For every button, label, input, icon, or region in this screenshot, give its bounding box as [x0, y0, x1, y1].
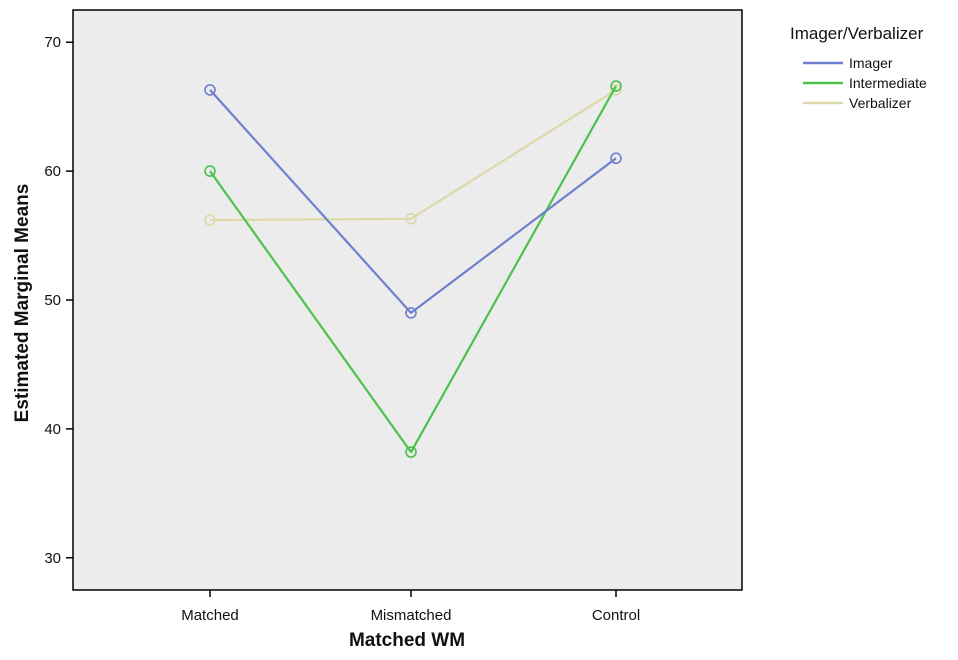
legend-label-intermediate: Intermediate: [849, 75, 927, 91]
x-tick-label: Matched: [181, 607, 239, 624]
legend-label-verbalizer: Verbalizer: [849, 95, 912, 111]
y-tick-label: 30: [44, 550, 61, 567]
y-axis-title: Estimated Marginal Means: [12, 184, 33, 423]
y-tick-label: 60: [44, 163, 61, 180]
series-line-imager: [209, 89, 617, 314]
legend-title: Imager/Verbalizer: [790, 24, 924, 43]
data-point-intermediate: [204, 165, 216, 177]
series-line-intermediate: [209, 85, 617, 454]
legend: Imager/Verbalizer Imager Intermediate Verb…: [790, 24, 927, 111]
data-point-imager: [405, 307, 417, 319]
y-tick-label: 70: [44, 34, 61, 51]
series-layer: [204, 80, 622, 458]
plot-area: [72, 9, 743, 591]
series-line-verbalizer: [209, 88, 617, 222]
x-tick-label: Mismatched: [371, 607, 452, 624]
data-point-verbalizer: [204, 214, 216, 226]
data-point-verbalizer: [405, 213, 417, 225]
y-tick-label: 50: [44, 292, 61, 309]
x-tick-label: Control: [592, 607, 640, 624]
y-tick-label: 40: [44, 421, 61, 438]
data-point-verbalizer: [610, 84, 622, 96]
data-point-imager: [204, 84, 216, 96]
data-point-intermediate: [610, 80, 622, 92]
data-point-intermediate: [405, 446, 417, 458]
axis-ticks: 30 40 50 60 70 Matched Mismatched Control: [44, 34, 640, 624]
legend-items: Imager Intermediate Verbalizer: [803, 55, 927, 111]
x-axis-title: Matched WM: [349, 630, 465, 651]
data-point-imager: [610, 152, 622, 165]
legend-label-imager: Imager: [849, 55, 893, 71]
